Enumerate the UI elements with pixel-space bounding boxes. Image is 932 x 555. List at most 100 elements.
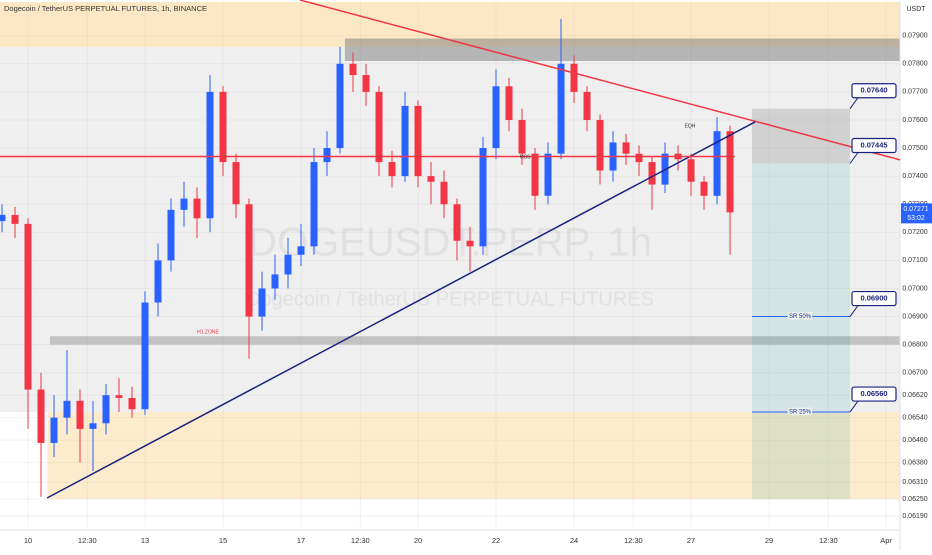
- y-tick-label: 0.06540: [902, 415, 927, 422]
- level-pointer: [849, 400, 859, 413]
- candle-body: [11, 214, 19, 224]
- candle-body: [700, 181, 708, 196]
- currency: USDT: [906, 6, 926, 13]
- candle-body: [24, 223, 32, 390]
- candle-body: [531, 153, 539, 196]
- candle-body: [167, 209, 175, 261]
- y-tick-label: 0.07200: [902, 229, 927, 236]
- candle-body: [128, 398, 136, 410]
- x-tick-label: Apr: [880, 536, 892, 545]
- mss-label: MSS: [520, 154, 532, 160]
- x-tick-label: 13: [141, 536, 149, 545]
- level-box: [851, 83, 897, 99]
- level-label: 0.06560: [860, 389, 887, 398]
- level-pointer: [849, 152, 859, 164]
- candle-body: [323, 148, 331, 163]
- zone: [0, 46, 900, 413]
- candle-body: [713, 131, 721, 196]
- candle-body: [89, 423, 97, 429]
- candle-body: [479, 148, 487, 247]
- candle-body: [622, 142, 630, 154]
- candle-body: [141, 302, 149, 410]
- header: Dogecoin / TetherUS PERPETUAL FUTURES, 1…: [4, 4, 207, 13]
- countdown: 53:02: [907, 215, 925, 222]
- x-tick-label: 10: [24, 536, 32, 545]
- x-tick-label: 12:30: [351, 536, 370, 545]
- x-tick-label: 12:30: [624, 536, 643, 545]
- candle-body: [37, 389, 45, 443]
- h1-zone-label: H1 ZONE: [197, 329, 219, 335]
- candle-body: [388, 162, 396, 177]
- candle-body: [0, 214, 6, 222]
- y-tick-label: 0.06380: [902, 459, 927, 466]
- y-tick-label: 0.07600: [902, 117, 927, 124]
- candle-body: [310, 162, 318, 247]
- candle-body: [726, 131, 734, 213]
- x-tick-label: 15: [219, 536, 227, 545]
- candle-body: [271, 274, 279, 289]
- candle-body: [245, 204, 253, 317]
- last-price-label: 0.07271: [903, 206, 928, 213]
- y-tick-label: 0.07400: [902, 173, 927, 180]
- candle-body: [583, 91, 591, 120]
- candle-body: [362, 75, 370, 92]
- level-label: 0.07445: [860, 140, 887, 149]
- candle-body: [336, 63, 344, 149]
- candle-body: [284, 254, 292, 275]
- candle-body: [154, 260, 162, 303]
- candle-body: [440, 181, 448, 205]
- candle-body: [557, 63, 565, 154]
- candle-body: [453, 204, 461, 241]
- y-tick-label: 0.06800: [902, 341, 927, 348]
- zone: [49, 336, 901, 345]
- y-tick-label: 0.06250: [902, 496, 927, 503]
- zone: [751, 108, 850, 164]
- level-box: [851, 386, 897, 402]
- x-tick-label: 17: [297, 536, 305, 545]
- x-tick-label: 29: [765, 536, 773, 545]
- candle-body: [349, 63, 357, 76]
- candle-body: [102, 395, 110, 424]
- candle-body: [596, 119, 604, 171]
- candle-body: [635, 153, 643, 163]
- x-tick-label: 12:30: [819, 536, 838, 545]
- x-tick-label: 27: [687, 536, 695, 545]
- candle-body: [219, 91, 227, 163]
- candle-body: [180, 198, 188, 210]
- x-tick-label: 12:30: [78, 536, 97, 545]
- y-tick-label: 0.06460: [902, 437, 927, 444]
- y-tick-label: 0.06310: [902, 479, 927, 486]
- candle-body: [63, 400, 71, 418]
- y-tick-label: 0.07100: [902, 257, 927, 264]
- candle-body: [648, 162, 656, 185]
- candle-body: [492, 86, 500, 149]
- candle-body: [401, 105, 409, 177]
- y-tick-label: 0.07500: [902, 145, 927, 152]
- sr-label: SR 50%: [789, 314, 812, 320]
- watermark: DOGEUSDT.PERP, 1h: [248, 221, 652, 265]
- candle-body: [466, 240, 474, 247]
- candle-body: [50, 417, 58, 443]
- y-tick-label: 0.07900: [902, 33, 927, 40]
- level-label: 0.06900: [860, 294, 887, 303]
- candle-body: [518, 119, 526, 154]
- candle-body: [570, 63, 578, 92]
- last-price-box: [901, 203, 932, 224]
- candle-body: [76, 400, 84, 429]
- y-tick-label: 0.06190: [902, 513, 927, 520]
- y-tick-label: 0.06700: [902, 370, 927, 377]
- sr-label: SR 25%: [789, 410, 812, 416]
- candle-body: [687, 159, 695, 182]
- level-pointer: [849, 97, 859, 110]
- candle-body: [297, 246, 305, 255]
- candle-body: [375, 91, 383, 163]
- zone: [751, 163, 850, 500]
- level-pointer: [849, 305, 859, 317]
- watermark-subtitle: Dogecoin / TetherUS PERPETUAL FUTURES: [246, 288, 654, 310]
- level-box: [851, 290, 897, 307]
- y-tick-label: 0.06900: [902, 313, 927, 320]
- eqh-label: EQH: [685, 123, 696, 129]
- candle-body: [427, 176, 435, 182]
